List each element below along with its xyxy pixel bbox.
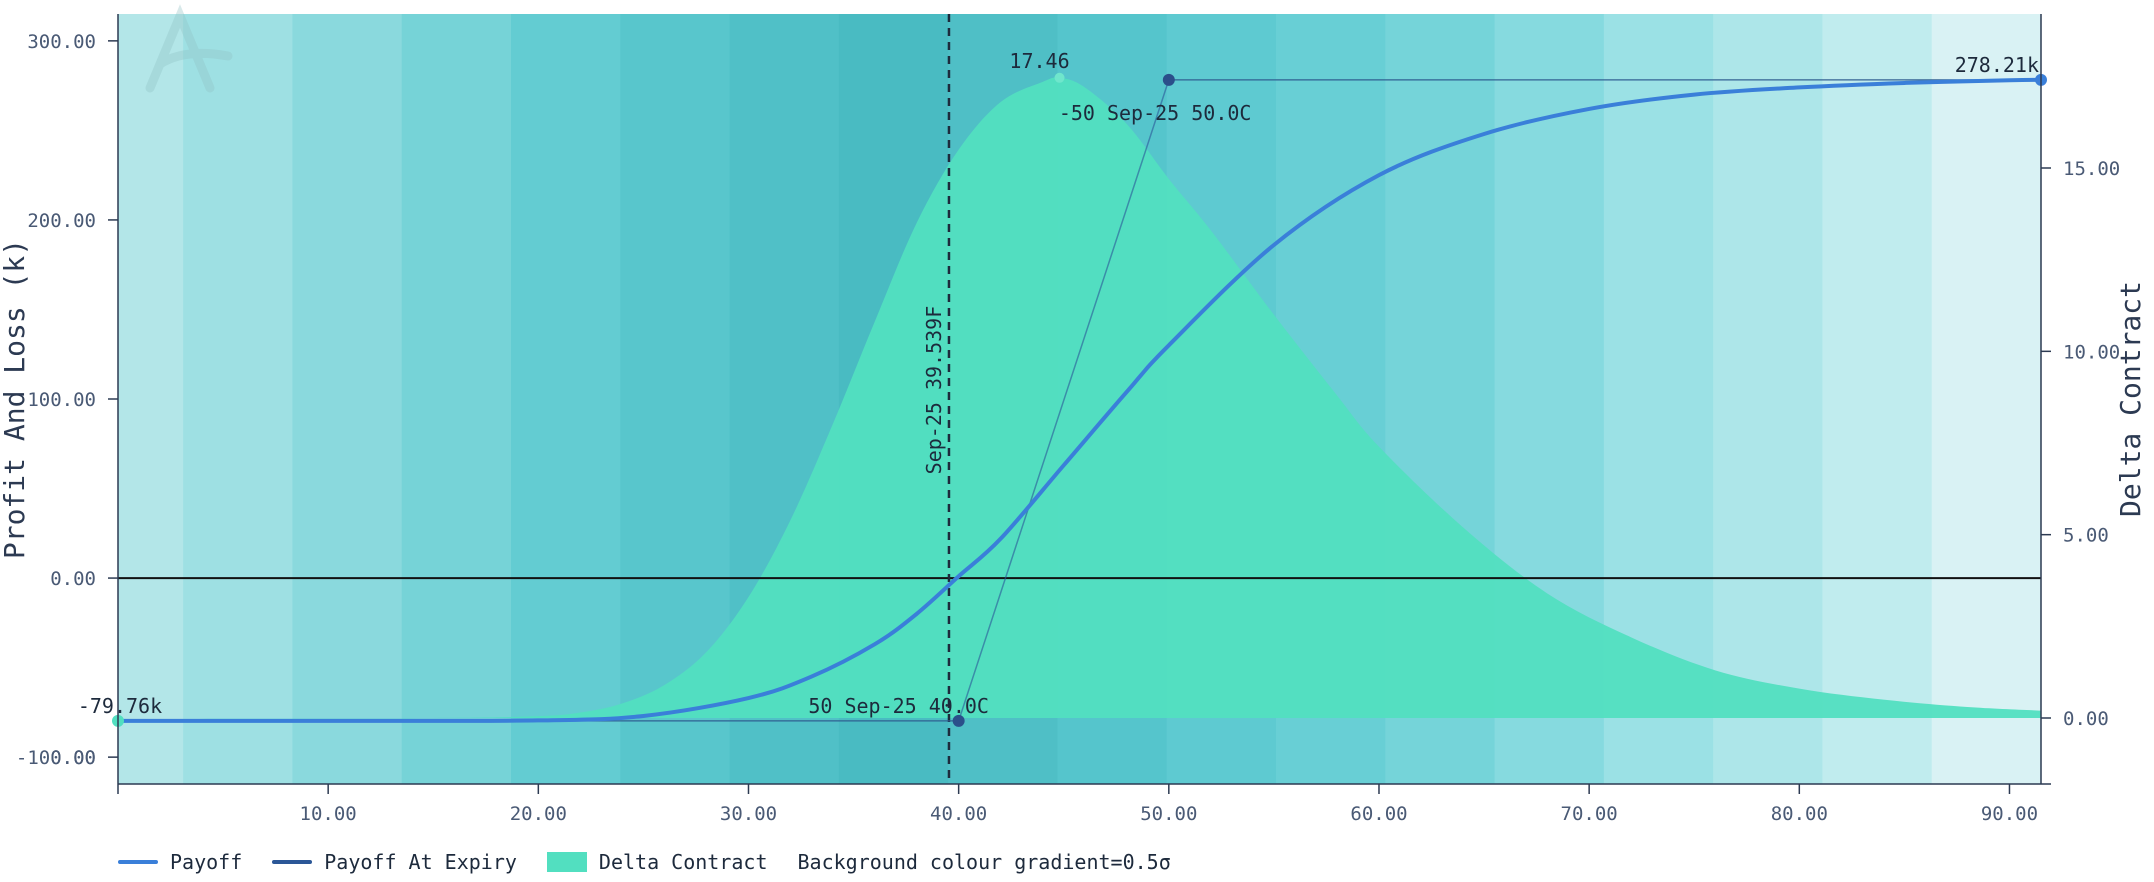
legend-item-delta-contract: Delta Contract (546, 850, 768, 874)
forward-price-label: Sep-25 39.539F (922, 306, 946, 475)
chart-annotations: -79.76k 278.21k 17.46 50 Sep-25 40.0C -5… (78, 49, 2039, 718)
delta-peak-marker (1054, 72, 1065, 83)
x-tick-label-1: 20.00 (510, 803, 567, 825)
chart-axes: -100.000.00100.00200.00300.000.000.005.0… (16, 14, 2120, 825)
legend-gradient-text: Background colour gradient=0.5σ (797, 850, 1171, 874)
left-tick-label-4: 300.00 (27, 31, 96, 53)
background-band-1 (183, 14, 293, 784)
legend-item-payoff: Payoff (118, 850, 242, 874)
leg-label-long-call: 50 Sep-25 40.0C (808, 694, 989, 718)
logo-icon (145, 4, 233, 93)
leg-marker-long-call (952, 714, 965, 727)
background-band-17 (1931, 14, 2042, 784)
x-tick-label-3: 40.00 (930, 803, 987, 825)
legend-label-delta-contract: Delta Contract (598, 850, 768, 874)
background-band-0 (118, 14, 184, 784)
payoff-line (117, 77, 2042, 723)
legend-item-payoff-at-expiry: Payoff At Expiry (272, 850, 517, 874)
background-band-16 (1822, 14, 1933, 784)
legend-swatch-payoff-at-expiry (272, 860, 313, 864)
right-tick-label-2: 10.00 (2063, 341, 2120, 363)
background-band-3 (401, 14, 512, 784)
background-band-4 (511, 14, 621, 784)
x-tick-label-0: 10.00 (300, 803, 357, 825)
x-tick-label-7: 80.00 (1771, 803, 1828, 825)
delta-contract-area (118, 77, 2041, 719)
x-tick-label-4: 50.00 (1140, 803, 1197, 825)
legend-swatch-payoff (118, 860, 158, 864)
right-tick-label-0: 0.00 (2063, 708, 2109, 730)
right-tick-label-1: 5.00 (2063, 525, 2109, 547)
origin-overlap-label: 0.00 (50, 747, 96, 769)
left-tick-label-2: 100.00 (27, 389, 96, 411)
left-tick-label-0: -100.00 (16, 747, 96, 769)
x-tick-label-5: 60.00 (1350, 803, 1407, 825)
legend-gradient-note: Background colour gradient=0.5σ (797, 850, 1170, 874)
start-value-label: -79.76k (78, 694, 162, 718)
x-tick-label-6: 70.00 (1561, 803, 1618, 825)
right-axis-title: Delta Contract (2114, 281, 2147, 517)
background-band-2 (292, 14, 403, 784)
background-band-15 (1713, 14, 1823, 784)
x-tick-label-8: 90.00 (1981, 803, 2038, 825)
legend-swatch-delta-contract (546, 852, 587, 872)
chart-legend: Payoff Payoff At Expiry Delta Contract B… (118, 850, 1201, 874)
x-tick-label-2: 30.00 (720, 803, 777, 825)
leg-marker-short-call (1162, 73, 1175, 86)
delta-peak-label: 17.46 (1009, 49, 1069, 73)
left-tick-label-3: 200.00 (27, 210, 96, 232)
end-value-label: 278.21k (1955, 53, 2039, 77)
left-tick-label-1: 0.00 (50, 568, 96, 590)
left-axis-title: Profit And Loss (k) (0, 239, 31, 559)
legend-label-payoff-at-expiry: Payoff At Expiry (324, 850, 517, 874)
watermark-logo (145, 4, 233, 93)
leg-label-short-call: -50 Sep-25 50.0C (1059, 101, 1252, 125)
right-tick-label-3: 15.00 (2063, 158, 2120, 180)
legend-label-payoff: Payoff (170, 850, 243, 874)
